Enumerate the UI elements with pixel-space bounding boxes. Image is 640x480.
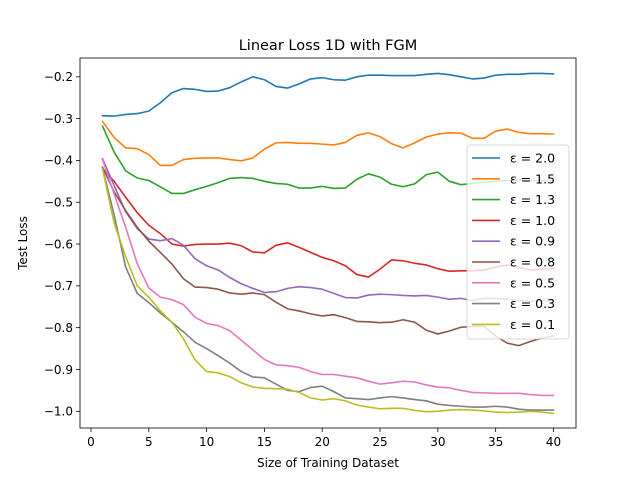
y-tick-label: −0.4 xyxy=(44,154,73,168)
y-axis-label: Test Loss xyxy=(16,216,30,271)
x-axis-label: Size of Training Dataset xyxy=(257,456,399,470)
y-tick-label: −0.7 xyxy=(44,279,73,293)
series-line-6 xyxy=(101,158,555,397)
chart-title: Linear Loss 1D with FGM xyxy=(239,38,418,54)
y-tick-label: −0.2 xyxy=(44,70,73,84)
y-tick-label: −0.8 xyxy=(44,321,73,335)
plot-frame xyxy=(79,57,577,429)
x-tick-label: 25 xyxy=(372,435,387,449)
x-tick-label: 40 xyxy=(546,435,561,449)
legend-label: ε = 0.9 xyxy=(510,234,555,249)
y-tick-label: −0.5 xyxy=(44,196,73,210)
x-tick-label: 15 xyxy=(257,435,272,449)
y-axis-ticks: −1.0 −0.9 −0.8 −0.7 −0.6 −0.5 −0.4 −0.3 −0.2 xyxy=(44,70,80,419)
y-tick-label: −0.9 xyxy=(44,363,73,377)
x-tick-label: 5 xyxy=(145,435,153,449)
legend-label: ε = 0.5 xyxy=(510,275,555,290)
series-line-8 xyxy=(101,167,555,415)
legend-label: ε = 1.5 xyxy=(510,171,555,186)
x-tick-label: 30 xyxy=(430,435,445,449)
x-tick-label: 20 xyxy=(315,435,330,449)
legend-label: ε = 0.1 xyxy=(510,317,555,332)
legend-label: ε = 1.3 xyxy=(510,192,555,207)
legend-label: ε = 0.3 xyxy=(510,296,555,311)
y-tick-label: −1.0 xyxy=(44,405,73,419)
series-line-7 xyxy=(101,167,555,411)
x-tick-label: 0 xyxy=(87,435,95,449)
x-tick-label: 35 xyxy=(488,435,503,449)
legend-box xyxy=(466,144,570,340)
x-tick-label: 10 xyxy=(199,435,214,449)
series-line-0 xyxy=(101,72,555,117)
y-tick-label: −0.3 xyxy=(44,112,73,126)
y-tick-label: −0.6 xyxy=(44,237,73,251)
legend-label: ε = 2.0 xyxy=(510,151,555,166)
legend-label: ε = 1.0 xyxy=(510,213,555,228)
legend-label: ε = 0.8 xyxy=(510,255,555,270)
legend-items: ε = 2.0 ε = 1.5 ε = 1.3 ε = 1.0 ε = 0.9 ε = 0… xyxy=(472,151,555,332)
series-line-1 xyxy=(101,120,555,167)
x-axis-ticks: 0 5 10 15 20 25 30 35 40 xyxy=(87,428,561,449)
legend: ε = 2.0 ε = 1.5 ε = 1.3 ε = 1.0 ε = 0.9 ε = 0… xyxy=(466,144,570,340)
